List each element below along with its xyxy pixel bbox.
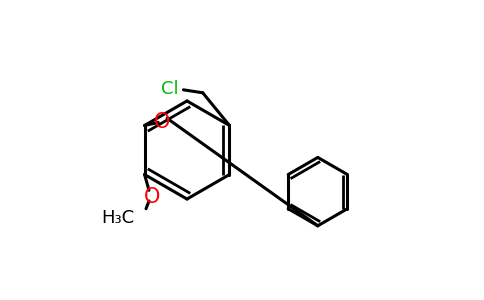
Text: Cl: Cl: [161, 80, 179, 98]
Text: O: O: [154, 112, 170, 132]
Text: H₃C: H₃C: [101, 208, 134, 226]
Text: O: O: [144, 187, 160, 207]
